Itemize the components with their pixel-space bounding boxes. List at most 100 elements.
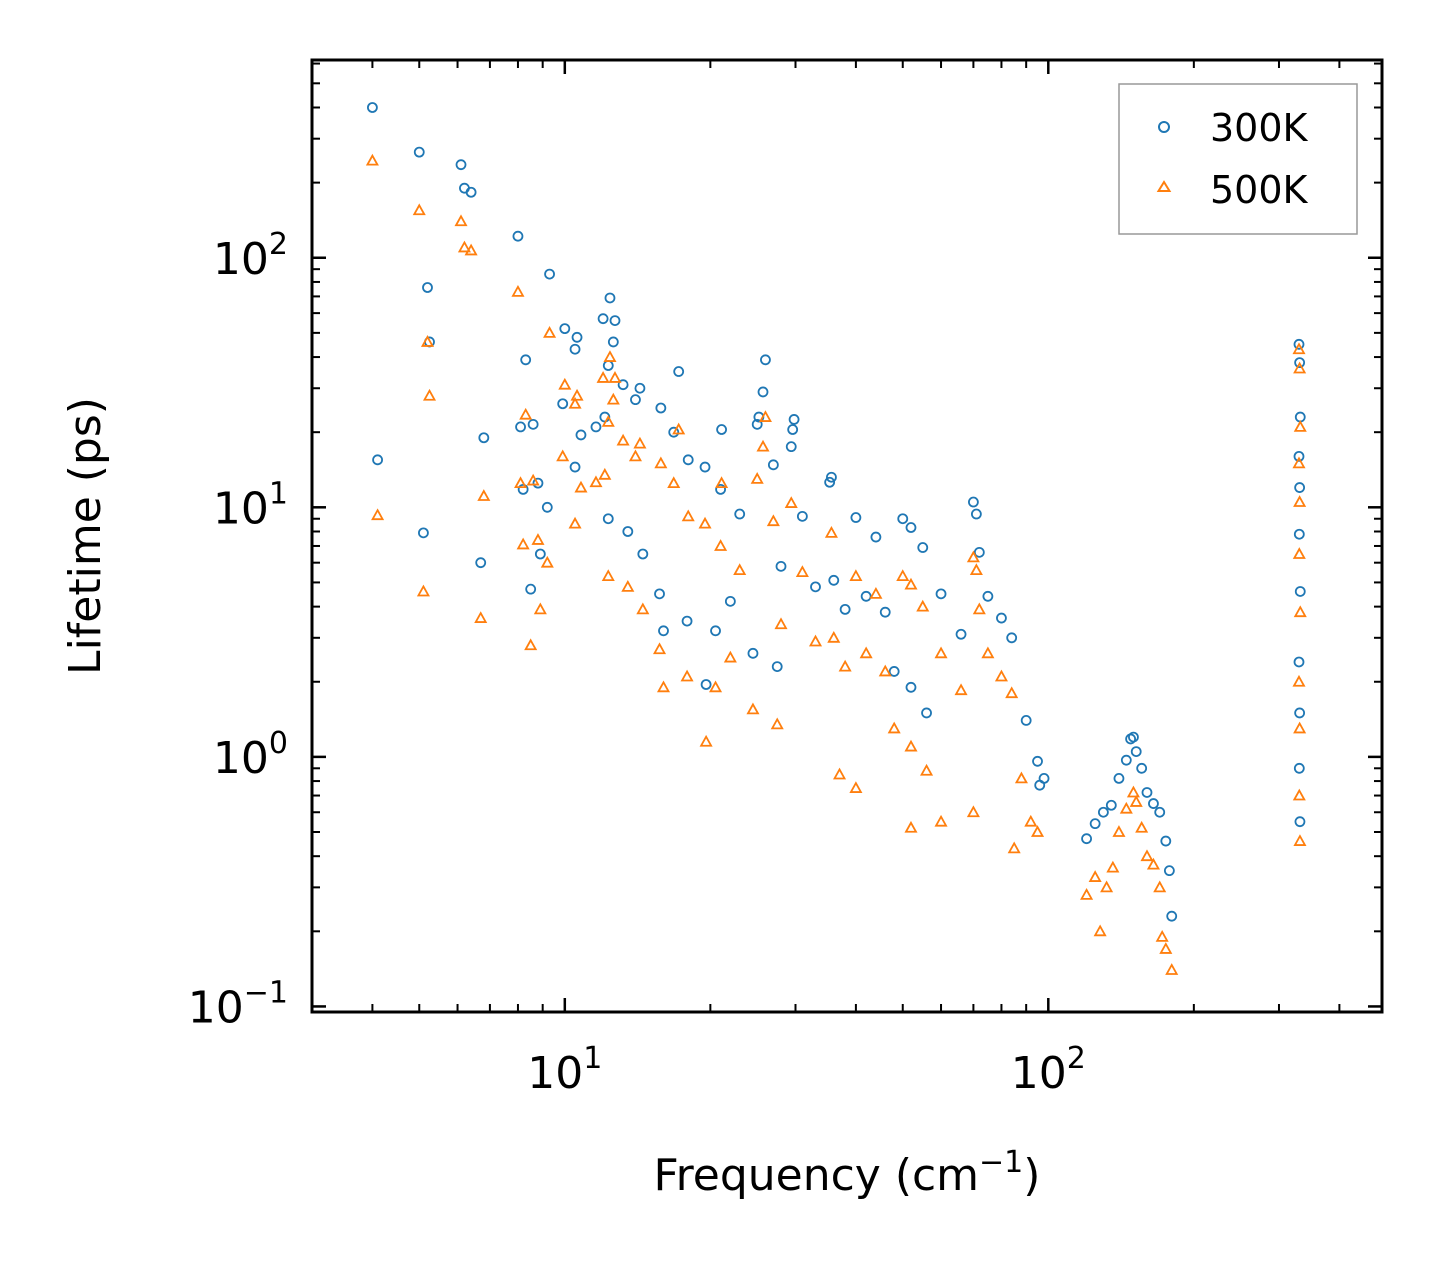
point-300k xyxy=(544,268,555,280)
point-300k xyxy=(512,230,524,242)
point-500k xyxy=(672,422,686,435)
point-500k xyxy=(1030,825,1045,837)
point-500k xyxy=(656,680,671,693)
point-500k xyxy=(514,476,528,489)
point-300k xyxy=(532,477,544,489)
point-500k xyxy=(808,634,823,647)
y-tick-label: 10−1 xyxy=(188,975,288,1033)
point-500k xyxy=(1014,771,1028,784)
legend-label-300k: 300K xyxy=(1210,106,1309,150)
point-500k xyxy=(608,371,622,383)
point-300k xyxy=(860,590,872,602)
point-300k xyxy=(681,615,693,627)
point-300k xyxy=(602,513,614,525)
point-500k xyxy=(681,509,695,522)
point-300k xyxy=(465,186,477,198)
point-500k xyxy=(869,587,883,599)
point-500k xyxy=(1293,605,1307,618)
point-500k xyxy=(420,335,435,347)
point-500k xyxy=(1024,814,1038,827)
point-500k xyxy=(920,763,934,776)
point-300k xyxy=(973,546,985,558)
point-500k xyxy=(654,456,668,469)
point-500k xyxy=(365,153,379,166)
point-300k xyxy=(527,418,539,430)
point-500k xyxy=(904,577,918,590)
point-500k xyxy=(568,516,582,529)
point-300k xyxy=(888,666,900,677)
point-500k xyxy=(1292,674,1306,687)
point-500k xyxy=(1292,788,1306,801)
legend-marker-500k xyxy=(1156,180,1172,192)
point-500k xyxy=(1153,880,1167,893)
point-500k xyxy=(1093,924,1107,937)
point-300k xyxy=(609,315,621,326)
point-300k xyxy=(673,366,685,377)
point-500k xyxy=(827,630,841,643)
point-500k xyxy=(652,642,667,655)
point-300k xyxy=(1105,799,1117,811)
point-300k xyxy=(1081,833,1092,845)
point-300k xyxy=(1294,707,1306,719)
point-300k xyxy=(372,454,383,466)
point-300k xyxy=(917,542,929,553)
point-300k xyxy=(1154,806,1166,818)
point-300k xyxy=(785,441,797,453)
point-500k xyxy=(1155,930,1169,942)
legend-marker-300k xyxy=(1158,121,1170,133)
point-500k xyxy=(972,602,986,615)
point-500k xyxy=(1080,887,1094,900)
point-500k xyxy=(1165,963,1179,975)
point-300k xyxy=(658,625,669,637)
point-500k xyxy=(616,433,630,446)
point-500k xyxy=(603,350,617,362)
point-300k xyxy=(604,292,616,304)
point-500k xyxy=(680,669,694,682)
point-300k xyxy=(810,581,821,593)
point-300k xyxy=(1160,835,1172,847)
point-300k xyxy=(1294,586,1306,597)
legend-label-500k: 500K xyxy=(1210,168,1309,212)
point-300k xyxy=(622,526,634,537)
point-300k xyxy=(1294,816,1306,828)
point-500k xyxy=(766,514,780,527)
point-300k xyxy=(839,603,851,615)
series-300k xyxy=(367,102,1306,922)
point-500k xyxy=(474,611,488,623)
point-500k xyxy=(699,734,713,747)
point-500k xyxy=(904,739,918,752)
point-300k xyxy=(771,661,783,673)
point-500k xyxy=(994,669,1008,682)
point-300k xyxy=(682,454,694,466)
point-300k xyxy=(699,461,711,473)
point-300k xyxy=(751,418,763,430)
point-300k xyxy=(788,414,800,425)
point-300k xyxy=(1294,357,1306,369)
point-300k xyxy=(715,483,726,495)
point-500k xyxy=(540,555,554,568)
point-500k xyxy=(1119,801,1133,814)
point-500k xyxy=(601,415,615,427)
point-300k xyxy=(418,527,429,539)
point-300k xyxy=(1293,528,1305,540)
point-300k xyxy=(607,336,619,348)
point-500k xyxy=(1007,841,1021,854)
point-300k xyxy=(478,432,490,444)
point-300k xyxy=(1166,910,1178,922)
point-300k xyxy=(826,471,837,483)
point-500k xyxy=(723,650,737,663)
point-500k xyxy=(774,617,788,630)
point-300k xyxy=(897,513,909,525)
point-500k xyxy=(1293,834,1307,846)
point-300k xyxy=(905,522,917,533)
point-300k xyxy=(575,429,587,441)
point-500k xyxy=(824,526,838,538)
point-500k xyxy=(954,683,968,696)
point-500k xyxy=(524,638,538,651)
point-500k xyxy=(1146,857,1160,870)
point-300k xyxy=(655,402,667,414)
point-300k xyxy=(1130,746,1142,757)
point-500k xyxy=(371,508,385,521)
data-points xyxy=(365,102,1307,975)
